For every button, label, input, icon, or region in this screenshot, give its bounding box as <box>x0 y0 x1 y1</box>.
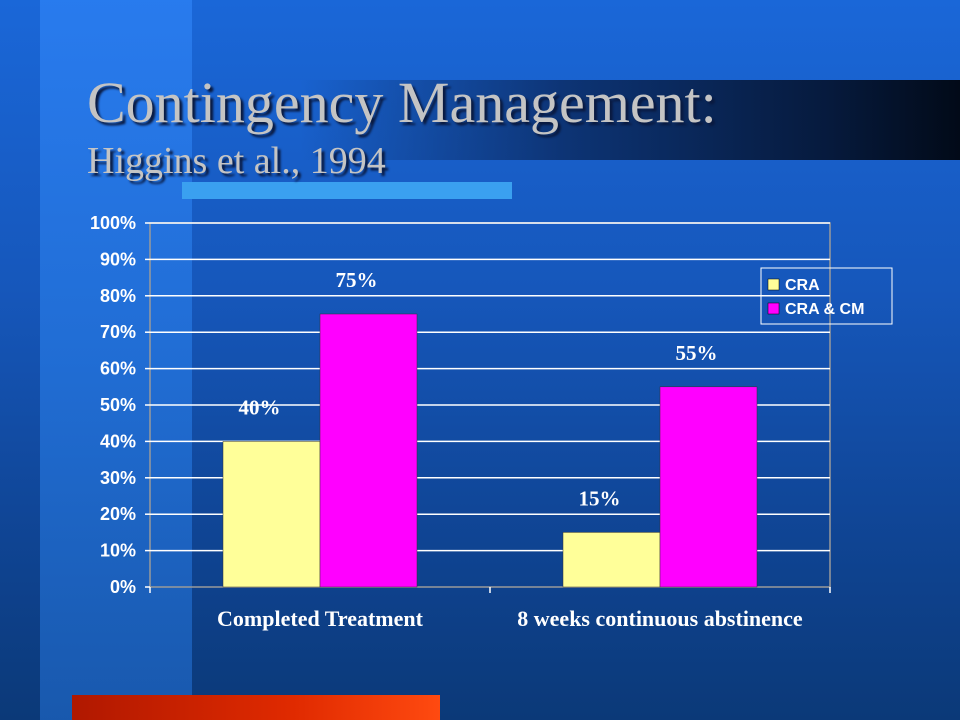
y-tick-label: 40% <box>100 431 136 451</box>
y-tick-label: 0% <box>110 577 136 597</box>
bar <box>562 532 661 588</box>
y-tick-label: 50% <box>100 395 136 415</box>
data-label: 40% <box>239 395 281 419</box>
y-tick-label: 10% <box>100 541 136 561</box>
y-tick-label: 90% <box>100 249 136 269</box>
decorative-bottom-bar <box>72 695 440 720</box>
slide-title-main: Contingency Management: <box>87 70 717 135</box>
slide-subtitle: Higgins et al., 1994 <box>87 140 386 182</box>
bar <box>222 441 321 588</box>
legend-label: CRA & CM <box>785 301 864 318</box>
legend-label: CRA <box>785 277 820 294</box>
data-label: 75% <box>336 268 378 292</box>
y-tick-label: 70% <box>100 322 136 342</box>
slide-title: Contingency Management: Higgins et al., … <box>87 70 717 182</box>
decorative-left-band <box>40 0 192 720</box>
x-category-label: 8 weeks continuous abstinence <box>517 606 803 631</box>
decorative-title-band <box>300 80 960 160</box>
data-label: 55% <box>676 341 718 365</box>
decorative-accent-bar <box>182 182 512 199</box>
y-tick-label: 20% <box>100 504 136 524</box>
y-tick-label: 100% <box>90 213 136 233</box>
data-label: 15% <box>579 486 621 510</box>
legend-swatch <box>767 302 780 315</box>
x-category-label: Completed Treatment <box>217 606 424 631</box>
bar <box>319 313 418 588</box>
legend-swatch <box>767 278 780 291</box>
y-tick-label: 60% <box>100 359 136 379</box>
bar <box>659 386 758 588</box>
y-tick-label: 30% <box>100 468 136 488</box>
legend-box <box>760 267 893 325</box>
y-tick-label: 80% <box>100 286 136 306</box>
